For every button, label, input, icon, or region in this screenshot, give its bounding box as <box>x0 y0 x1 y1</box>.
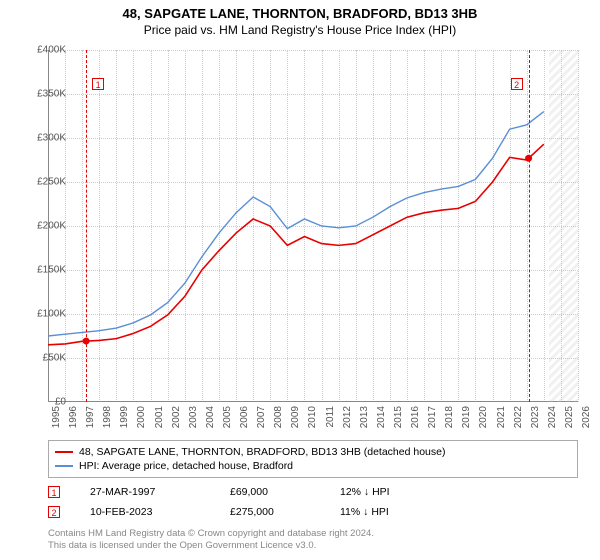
chart-subtitle: Price paid vs. HM Land Registry's House … <box>0 21 600 41</box>
x-tick-label: 2014 <box>376 406 387 428</box>
legend-label: HPI: Average price, detached house, Brad… <box>79 459 293 473</box>
x-tick-label: 2005 <box>222 406 233 428</box>
x-tick-label: 2006 <box>239 406 250 428</box>
legend-row: 48, SAPGATE LANE, THORNTON, BRADFORD, BD… <box>55 445 571 459</box>
x-tick-label: 2026 <box>581 406 592 428</box>
legend-swatch <box>55 451 73 453</box>
line-plot-svg <box>48 50 578 402</box>
series-line-hpi <box>48 112 544 336</box>
legend-box: 48, SAPGATE LANE, THORNTON, BRADFORD, BD… <box>48 440 578 478</box>
x-tick-label: 2004 <box>205 406 216 428</box>
legend-row: HPI: Average price, detached house, Brad… <box>55 459 571 473</box>
chart-title: 48, SAPGATE LANE, THORNTON, BRADFORD, BD… <box>0 0 600 21</box>
legend-label: 48, SAPGATE LANE, THORNTON, BRADFORD, BD… <box>79 445 445 459</box>
y-tick-label: £350K <box>22 89 66 100</box>
x-tick-label: 1997 <box>85 406 96 428</box>
x-tick-label: 2025 <box>564 406 575 428</box>
x-tick-label: 1996 <box>68 406 79 428</box>
x-tick-label: 2001 <box>154 406 165 428</box>
footer-line-1: Contains HM Land Registry data © Crown c… <box>48 528 578 540</box>
x-tick-label: 1995 <box>51 406 62 428</box>
event-date: 27-MAR-1997 <box>90 482 200 502</box>
x-tick-label: 2000 <box>136 406 147 428</box>
x-tick-label: 2003 <box>188 406 199 428</box>
event-table: 1 27-MAR-1997 £69,000 12% ↓ HPI 2 10-FEB-2023… <box>48 482 578 522</box>
x-tick-label: 2018 <box>444 406 455 428</box>
event-price: £275,000 <box>230 502 310 522</box>
event-row: 2 10-FEB-2023 £275,000 11% ↓ HPI <box>48 502 578 522</box>
x-tick-label: 2007 <box>256 406 267 428</box>
event-marker-line <box>529 50 530 402</box>
footer-attribution: Contains HM Land Registry data © Crown c… <box>48 528 578 552</box>
x-tick-label: 2015 <box>393 406 404 428</box>
x-tick-label: 2022 <box>513 406 524 428</box>
x-tick-label: 1998 <box>102 406 113 428</box>
event-date: 10-FEB-2023 <box>90 502 200 522</box>
x-tick-label: 2009 <box>290 406 301 428</box>
x-tick-label: 2010 <box>307 406 318 428</box>
y-tick-label: £400K <box>22 45 66 56</box>
x-tick-label: 2023 <box>530 406 541 428</box>
event-marker-badge: 1 <box>92 78 104 90</box>
event-price: £69,000 <box>230 482 310 502</box>
event-id-badge: 2 <box>48 506 60 518</box>
event-marker-line <box>86 50 87 402</box>
x-tick-label: 2020 <box>478 406 489 428</box>
event-marker-badge: 2 <box>511 78 523 90</box>
y-tick-label: £150K <box>22 265 66 276</box>
x-tick-label: 2012 <box>342 406 353 428</box>
legend-swatch <box>55 465 73 467</box>
x-tick-label: 2019 <box>461 406 472 428</box>
x-tick-label: 2013 <box>359 406 370 428</box>
y-tick-label: £50K <box>22 353 66 364</box>
x-tick-label: 2002 <box>171 406 182 428</box>
event-diff: 12% ↓ HPI <box>340 482 430 502</box>
chart-container: { "title": "48, SAPGATE LANE, THORNTON, … <box>0 0 600 560</box>
y-tick-label: £100K <box>22 309 66 320</box>
y-tick-label: £200K <box>22 221 66 232</box>
series-line-property <box>48 144 544 345</box>
y-tick-label: £300K <box>22 133 66 144</box>
event-diff: 11% ↓ HPI <box>340 502 430 522</box>
x-tick-label: 2011 <box>325 406 336 428</box>
event-id-badge: 1 <box>48 486 60 498</box>
x-tick-label: 2008 <box>273 406 284 428</box>
x-tick-label: 2021 <box>496 406 507 428</box>
x-tick-label: 1999 <box>119 406 130 428</box>
x-tick-label: 2016 <box>410 406 421 428</box>
footer-line-2: This data is licensed under the Open Gov… <box>48 540 578 552</box>
event-row: 1 27-MAR-1997 £69,000 12% ↓ HPI <box>48 482 578 502</box>
gridline-v <box>578 50 579 402</box>
x-tick-label: 2024 <box>547 406 558 428</box>
y-tick-label: £250K <box>22 177 66 188</box>
x-tick-label: 2017 <box>427 406 438 428</box>
